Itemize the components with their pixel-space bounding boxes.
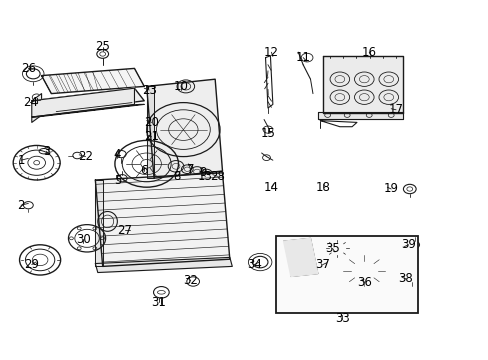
Text: 21: 21 [144,130,159,143]
Text: 31: 31 [151,296,166,309]
Text: 33: 33 [334,312,349,325]
Polygon shape [283,238,317,276]
Text: 35: 35 [325,242,339,255]
Text: 10: 10 [173,80,188,93]
Polygon shape [146,86,154,178]
Text: 5: 5 [113,174,121,186]
Text: 3: 3 [42,145,50,158]
Text: 38: 38 [398,273,412,285]
Polygon shape [322,56,403,113]
Text: 20: 20 [144,116,159,129]
Polygon shape [95,173,229,266]
Polygon shape [32,94,41,122]
Text: 26: 26 [21,62,36,75]
Text: 27: 27 [117,224,132,237]
Text: 2: 2 [17,199,25,212]
Text: 36: 36 [356,276,371,289]
Text: 17: 17 [388,103,403,116]
Text: 11: 11 [295,51,310,64]
Polygon shape [95,257,232,273]
Polygon shape [32,88,134,117]
Polygon shape [41,68,144,94]
Text: 14: 14 [264,181,278,194]
Text: 34: 34 [246,258,261,271]
Text: 4: 4 [113,148,121,161]
Text: 37: 37 [315,258,329,271]
Text: 39: 39 [400,238,415,251]
Text: 9: 9 [199,166,206,179]
Text: 29: 29 [24,258,39,271]
Text: 28: 28 [210,170,224,183]
Polygon shape [95,180,102,266]
Text: 32: 32 [183,274,198,287]
Text: 1: 1 [17,154,25,167]
Text: 25: 25 [95,40,110,53]
Text: 7: 7 [186,163,194,176]
Polygon shape [32,88,144,113]
Text: 16: 16 [361,46,376,59]
Text: 6: 6 [140,165,148,177]
Text: 12: 12 [264,46,278,59]
Text: 8: 8 [173,170,181,183]
Text: 13: 13 [198,170,212,183]
Polygon shape [317,112,403,119]
Text: 15: 15 [260,127,275,140]
Text: 19: 19 [383,183,398,195]
Text: 30: 30 [76,233,90,246]
Text: 18: 18 [315,181,329,194]
Polygon shape [146,79,222,178]
Text: 24: 24 [23,96,38,109]
Text: 23: 23 [142,84,156,96]
Bar [276,236,417,313]
Text: 22: 22 [78,150,93,163]
